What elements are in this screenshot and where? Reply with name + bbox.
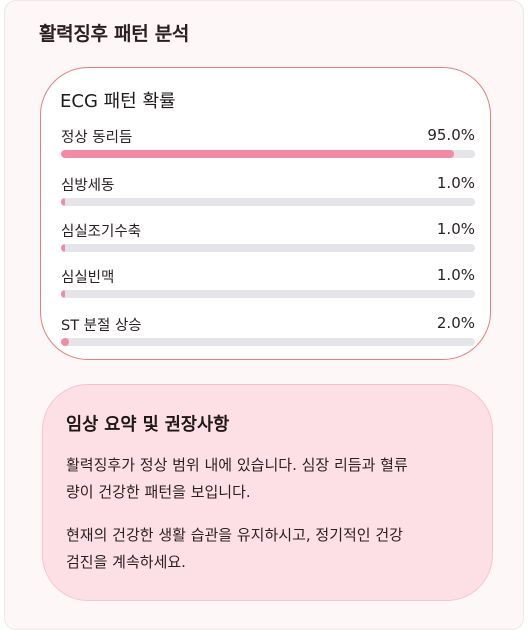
summary-paragraph-2-line-2: 검진을 계속하세요. bbox=[66, 553, 186, 571]
ecg-item-label: ST 분절 상승 bbox=[61, 318, 142, 334]
ecg-item-label: 심실빈맥 bbox=[61, 270, 115, 286]
probability-bar-track bbox=[61, 290, 475, 298]
ecg-item-st-elevation: ST 분절 상승 2.0% bbox=[61, 314, 475, 354]
ecg-item-value: 1.0% bbox=[436, 220, 475, 238]
summary-title: 임상 요약 및 권장사항 bbox=[66, 415, 230, 435]
ecg-item-value: 95.0% bbox=[427, 126, 475, 144]
ecg-item-normal-sinus: 정상 동리듬 95.0% bbox=[61, 126, 475, 166]
probability-bar-fill bbox=[61, 290, 66, 298]
summary-paragraph-2-line-1: 현재의 건강한 생활 습관을 유지하시고, 정기적인 건강 bbox=[66, 526, 403, 544]
ecg-item-ventricular-tachycardia: 심실빈맥 1.0% bbox=[61, 266, 475, 306]
ecg-item-pvc: 심실조기수축 1.0% bbox=[61, 220, 475, 260]
probability-bar-fill bbox=[61, 198, 66, 206]
probability-bar-track bbox=[61, 244, 475, 252]
probability-bar-track bbox=[61, 338, 475, 346]
probability-bar-fill bbox=[61, 338, 70, 346]
ecg-item-value: 1.0% bbox=[436, 174, 475, 192]
panel-title: 활력징후 패턴 분석 bbox=[39, 23, 190, 45]
probability-bar-track bbox=[61, 150, 475, 158]
ecg-card-title: ECG 패턴 확률 bbox=[60, 91, 176, 112]
summary-paragraph-1-line-2: 량이 건강한 패턴을 보입니다. bbox=[66, 483, 251, 501]
probability-bar-fill bbox=[61, 150, 455, 158]
summary-paragraph-1-line-1: 활력징후가 정상 범위 내에 있습니다. 심장 리듬과 혈류 bbox=[66, 456, 408, 474]
probability-bar-track bbox=[61, 198, 475, 206]
probability-bar-fill bbox=[61, 244, 66, 252]
ecg-item-atrial-fibrillation: 심방세동 1.0% bbox=[61, 174, 475, 214]
vitals-analysis-panel: 활력징후 패턴 분석 ECG 패턴 확률 정상 동리듬 95.0% 심방세동 1… bbox=[4, 0, 524, 630]
ecg-item-label: 심실조기수축 bbox=[61, 224, 142, 240]
ecg-item-value: 2.0% bbox=[436, 314, 475, 332]
ecg-item-label: 정상 동리듬 bbox=[61, 130, 133, 146]
clinical-summary-card: 임상 요약 및 권장사항 활력징후가 정상 범위 내에 있습니다. 심장 리듬과… bbox=[42, 384, 493, 601]
summary-paragraph-1: 활력징후가 정상 범위 내에 있습니다. 심장 리듬과 혈류 량이 건강한 패턴… bbox=[66, 452, 471, 506]
ecg-item-label: 심방세동 bbox=[61, 178, 115, 194]
ecg-item-value: 1.0% bbox=[436, 266, 475, 284]
ecg-probability-card: ECG 패턴 확률 정상 동리듬 95.0% 심방세동 1.0% 심실조기수축 … bbox=[40, 67, 491, 360]
summary-paragraph-2: 현재의 건강한 생활 습관을 유지하시고, 정기적인 건강 검진을 계속하세요. bbox=[66, 522, 471, 576]
